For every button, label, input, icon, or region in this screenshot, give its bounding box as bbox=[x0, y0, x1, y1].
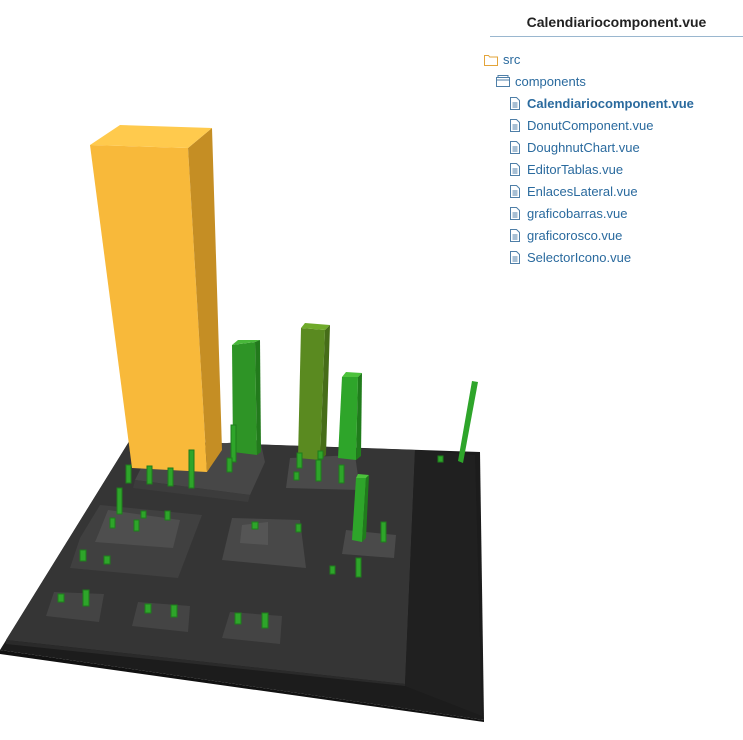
panel-title: Calendiariocomponent.vue bbox=[490, 0, 743, 37]
tree-item-label: DonutComponent.vue bbox=[527, 118, 654, 133]
file-tree-panel: Calendiariocomponent.vue src components Ca… bbox=[484, 0, 743, 265]
tree-file-item[interactable]: Calendiariocomponent.vue bbox=[490, 92, 743, 114]
tree-item-label: components bbox=[515, 74, 586, 89]
district-components[interactable] bbox=[6, 440, 415, 684]
tree-folder-item[interactable]: components bbox=[490, 70, 743, 92]
sub-district bbox=[133, 480, 250, 502]
file-icon bbox=[508, 251, 522, 264]
tree-item-label: src bbox=[503, 52, 521, 67]
file-icon bbox=[508, 163, 522, 176]
tree-file-item[interactable]: graficobarras.vue bbox=[490, 202, 743, 224]
tree-file-item[interactable]: EnlacesLateral.vue bbox=[490, 180, 743, 202]
building-small-group[interactable] bbox=[57, 424, 444, 629]
tree-item-label: graficorosco.vue bbox=[527, 228, 623, 243]
building-group[interactable] bbox=[232, 323, 478, 542]
file-icon bbox=[508, 229, 522, 242]
district-root[interactable] bbox=[405, 450, 482, 716]
tree-file-item[interactable]: DoughnutChart.vue bbox=[490, 136, 743, 158]
folder-icon bbox=[484, 53, 498, 66]
tree-folder-item[interactable]: src bbox=[484, 48, 743, 70]
tree-file-item[interactable]: graficorosco.vue bbox=[490, 224, 743, 246]
file-icon bbox=[508, 119, 522, 132]
tree-file-item[interactable]: DonutComponent.vue bbox=[490, 114, 743, 136]
tree-item-label: EditorTablas.vue bbox=[527, 162, 624, 177]
file-icon bbox=[508, 207, 522, 220]
building-calendiariocomponent-side bbox=[188, 128, 222, 472]
district-components-face bbox=[6, 640, 405, 686]
sub-district[interactable] bbox=[342, 530, 396, 558]
tree-item-label: DoughnutChart.vue bbox=[527, 140, 640, 155]
tree-item-label: SelectorIcono.vue bbox=[527, 250, 632, 265]
tree-file-item[interactable]: SelectorIcono.vue bbox=[490, 246, 743, 268]
package-icon bbox=[496, 75, 510, 88]
tree-item-label: Calendiariocomponent.vue bbox=[527, 96, 694, 111]
code-city-3d-view[interactable] bbox=[0, 0, 490, 740]
file-tree: src components Calendiariocomponent.vue Don… bbox=[484, 48, 743, 268]
tree-item-label: EnlacesLateral.vue bbox=[527, 184, 638, 199]
tree-file-item[interactable]: EditorTablas.vue bbox=[490, 158, 743, 180]
file-icon bbox=[508, 185, 522, 198]
building-calendiariocomponent-top bbox=[90, 125, 212, 148]
building-calendiariocomponent[interactable] bbox=[90, 145, 207, 472]
file-icon bbox=[508, 97, 522, 110]
file-icon bbox=[508, 141, 522, 154]
tree-item-label: graficobarras.vue bbox=[527, 206, 628, 221]
sub-district[interactable] bbox=[240, 522, 268, 545]
city-ground-left-face bbox=[0, 650, 484, 722]
